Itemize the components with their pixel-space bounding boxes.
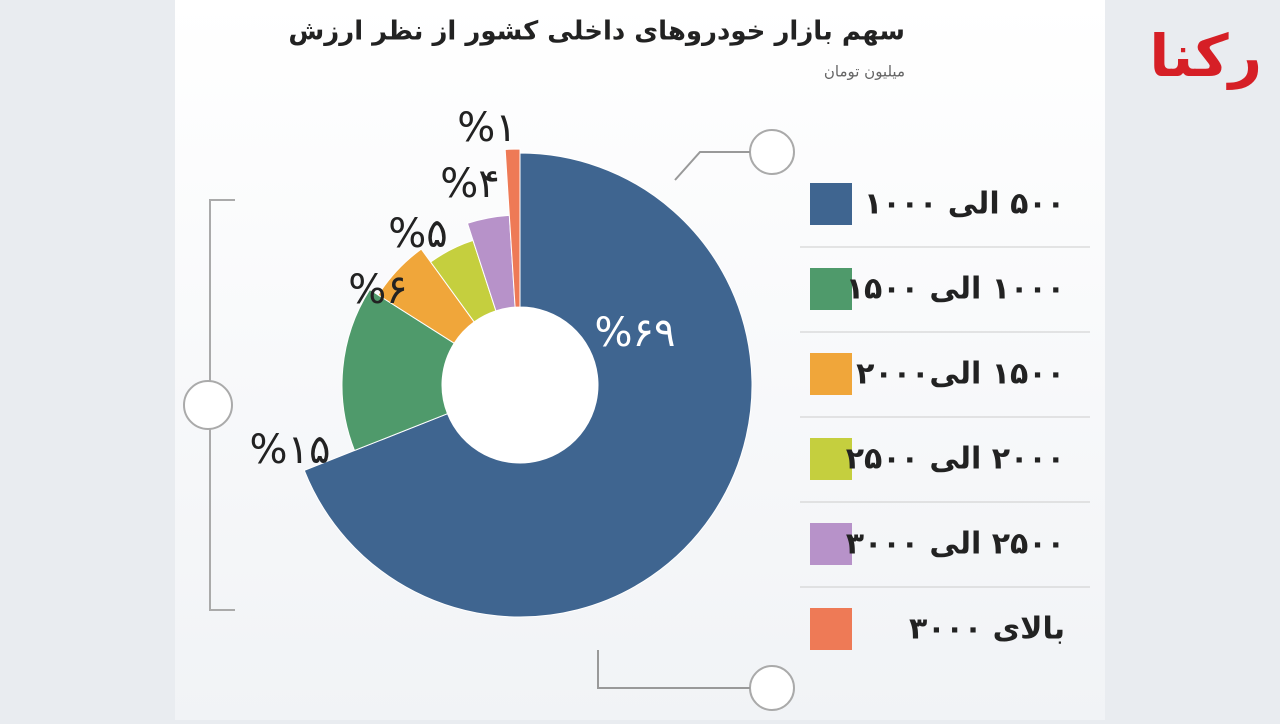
legend-label: ۱۰۰۰ الی ۱۵۰۰ — [846, 272, 1065, 307]
car-icon — [749, 129, 795, 175]
legend-swatch — [810, 353, 852, 395]
legend-label: بالای ۳۰۰۰ — [909, 612, 1065, 647]
data-label: %۶ — [348, 267, 408, 313]
data-label: %۴ — [440, 161, 500, 207]
chart-title: سهم بازار خودروهای داخلی کشور از نظر ارز… — [288, 17, 905, 47]
car-icon — [749, 665, 795, 711]
legend-swatch — [810, 183, 852, 225]
legend-swatch — [810, 608, 852, 650]
legend-swatch — [810, 523, 852, 565]
connector — [674, 151, 750, 181]
data-label: %۱ — [457, 105, 517, 151]
logo: رکنا — [1149, 22, 1262, 90]
legend-label: ۱۵۰۰ الی۲۰۰۰ — [856, 357, 1065, 392]
legend-label: ۲۰۰۰ الی ۲۵۰۰ — [846, 442, 1065, 477]
donut-hole — [442, 307, 598, 463]
legend-swatch — [810, 268, 852, 310]
data-label: %۱۵ — [250, 427, 331, 473]
car-icon — [183, 380, 233, 430]
data-label: %۵ — [388, 211, 448, 257]
data-label: %۶۹ — [595, 310, 676, 356]
legend-label: ۵۰۰ الی ۱۰۰۰ — [864, 187, 1065, 222]
legend-label: ۲۵۰۰ الی ۳۰۰۰ — [846, 527, 1065, 562]
legend-swatch — [810, 438, 852, 480]
connector — [597, 650, 750, 689]
subtitle: میلیون تومان — [824, 63, 905, 81]
